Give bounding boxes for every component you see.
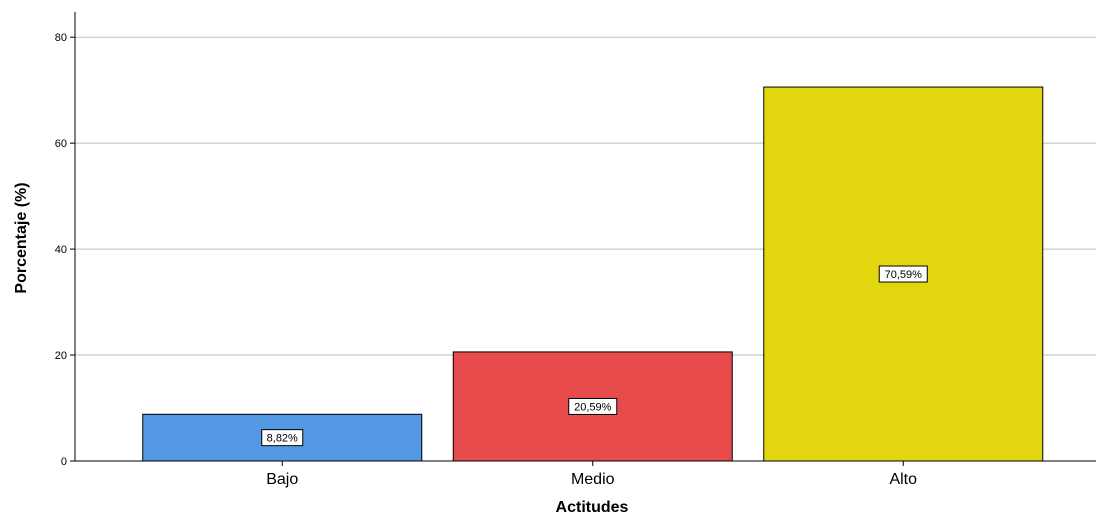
- bars: [142, 86, 1044, 462]
- bar-bajo: [142, 413, 423, 462]
- y-tick-label-0: 0: [61, 456, 67, 468]
- x-tick-label-medio: Medio: [571, 471, 615, 488]
- y-tick-label-60: 60: [55, 138, 67, 150]
- y-axis-ticks: 0 20 40 60 80: [55, 32, 75, 468]
- y-tick-label-40: 40: [55, 244, 67, 256]
- x-axis-title: Actitudes: [556, 499, 629, 516]
- y-axis-title: Porcentaje (%): [13, 182, 30, 293]
- x-tick-label-bajo: Bajo: [266, 471, 298, 488]
- x-tick-label-alto: Alto: [889, 471, 917, 488]
- data-label-box-alto: [878, 265, 928, 283]
- data-label-alto: 70,59%: [885, 269, 923, 281]
- y-tick-label-20: 20: [55, 350, 67, 362]
- x-axis-categories: Bajo Medio Alto: [266, 461, 917, 488]
- data-label-box-medio: [568, 397, 618, 415]
- data-label-medio: 20,59%: [574, 401, 612, 413]
- data-label-bajo: 8,82%: [267, 433, 298, 445]
- data-label-box-bajo: [261, 429, 304, 447]
- y-tick-label-80: 80: [55, 32, 67, 44]
- data-labels: 8,82% 20,59% 70,59%: [261, 265, 928, 447]
